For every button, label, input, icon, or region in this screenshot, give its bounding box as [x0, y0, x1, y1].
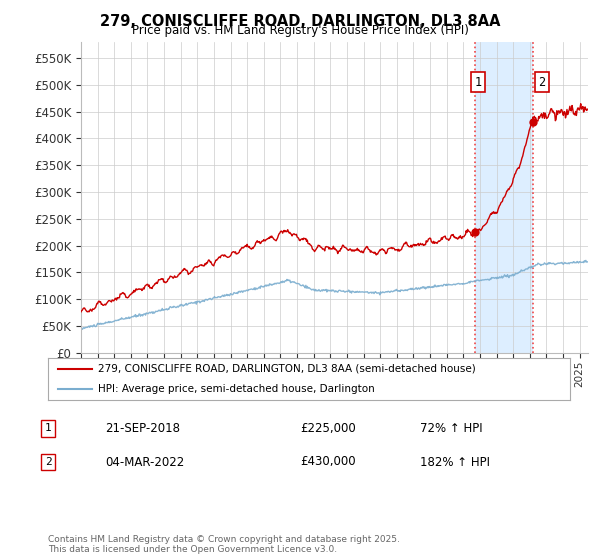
Text: 21-SEP-2018: 21-SEP-2018	[105, 422, 180, 435]
Text: 279, CONISCLIFFE ROAD, DARLINGTON, DL3 8AA (semi-detached house): 279, CONISCLIFFE ROAD, DARLINGTON, DL3 8…	[98, 364, 475, 374]
Text: 2: 2	[538, 76, 545, 88]
Text: 182% ↑ HPI: 182% ↑ HPI	[420, 455, 490, 469]
Text: 1: 1	[44, 423, 52, 433]
Text: Price paid vs. HM Land Registry's House Price Index (HPI): Price paid vs. HM Land Registry's House …	[131, 24, 469, 37]
Text: £225,000: £225,000	[300, 422, 356, 435]
Bar	[475, 42, 533, 353]
Text: 279, CONISCLIFFE ROAD, DARLINGTON, DL3 8AA: 279, CONISCLIFFE ROAD, DARLINGTON, DL3 8…	[100, 14, 500, 29]
Text: 04-MAR-2022: 04-MAR-2022	[105, 455, 184, 469]
Text: £430,000: £430,000	[300, 455, 356, 469]
Text: 2: 2	[44, 457, 52, 467]
Text: HPI: Average price, semi-detached house, Darlington: HPI: Average price, semi-detached house,…	[98, 384, 374, 394]
Text: 1: 1	[474, 76, 481, 88]
Text: Contains HM Land Registry data © Crown copyright and database right 2025.
This d: Contains HM Land Registry data © Crown c…	[48, 535, 400, 554]
Text: 72% ↑ HPI: 72% ↑ HPI	[420, 422, 482, 435]
